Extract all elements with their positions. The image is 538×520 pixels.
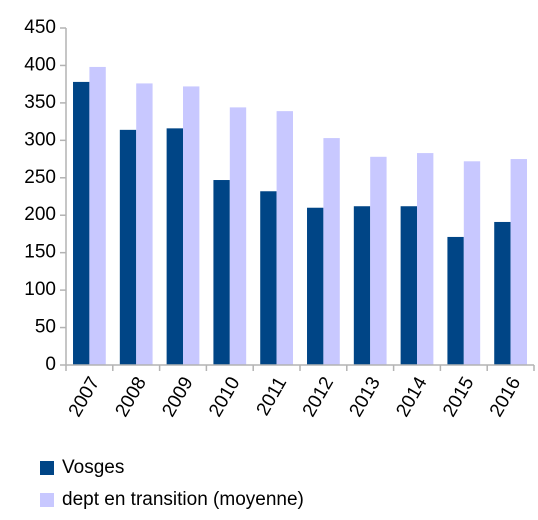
y-tick-label: 250 bbox=[24, 167, 56, 188]
x-tick-label: 2008 bbox=[112, 374, 151, 421]
y-tick-label: 400 bbox=[24, 54, 56, 75]
legend-swatch bbox=[40, 493, 54, 507]
bar bbox=[183, 86, 200, 365]
x-tick-label: 2015 bbox=[439, 374, 478, 421]
bar bbox=[447, 236, 464, 365]
y-tick-label: 300 bbox=[24, 129, 56, 150]
bar bbox=[260, 191, 277, 365]
x-tick-label: 2013 bbox=[346, 374, 385, 421]
y-tick-label: 50 bbox=[35, 317, 56, 338]
legend-label: Vosges bbox=[62, 457, 124, 478]
x-tick-label: 2011 bbox=[253, 374, 292, 420]
bar bbox=[494, 221, 511, 365]
bar bbox=[307, 207, 324, 365]
bar bbox=[323, 138, 340, 365]
bar bbox=[370, 156, 387, 365]
x-tick-label: 2012 bbox=[299, 374, 338, 421]
bar bbox=[229, 107, 247, 365]
y-tick-label: 350 bbox=[24, 92, 56, 113]
y-tick-label: 0 bbox=[45, 354, 56, 375]
y-tick-label: 450 bbox=[24, 17, 56, 38]
bar bbox=[400, 206, 417, 365]
y-tick-label: 100 bbox=[24, 279, 56, 300]
legend-swatch bbox=[40, 461, 54, 475]
bar bbox=[353, 206, 371, 365]
legend-label: dept en transition (moyenne) bbox=[62, 489, 304, 510]
bar bbox=[510, 159, 527, 365]
bar bbox=[73, 81, 90, 366]
y-tick-label: 200 bbox=[24, 204, 56, 225]
bar bbox=[119, 129, 137, 365]
x-tick-label: 2014 bbox=[392, 373, 432, 420]
bar bbox=[136, 83, 153, 365]
bar bbox=[166, 128, 183, 365]
bar bbox=[417, 153, 434, 365]
x-tick-label: 2007 bbox=[65, 374, 104, 421]
bar bbox=[463, 161, 481, 365]
x-tick-label: 2009 bbox=[158, 374, 197, 421]
bar bbox=[89, 66, 106, 365]
y-tick-label: 150 bbox=[24, 242, 56, 263]
bar bbox=[213, 180, 230, 365]
x-tick-label: 2010 bbox=[205, 374, 244, 421]
x-tick-label: 2016 bbox=[486, 374, 525, 421]
bar bbox=[276, 111, 293, 365]
